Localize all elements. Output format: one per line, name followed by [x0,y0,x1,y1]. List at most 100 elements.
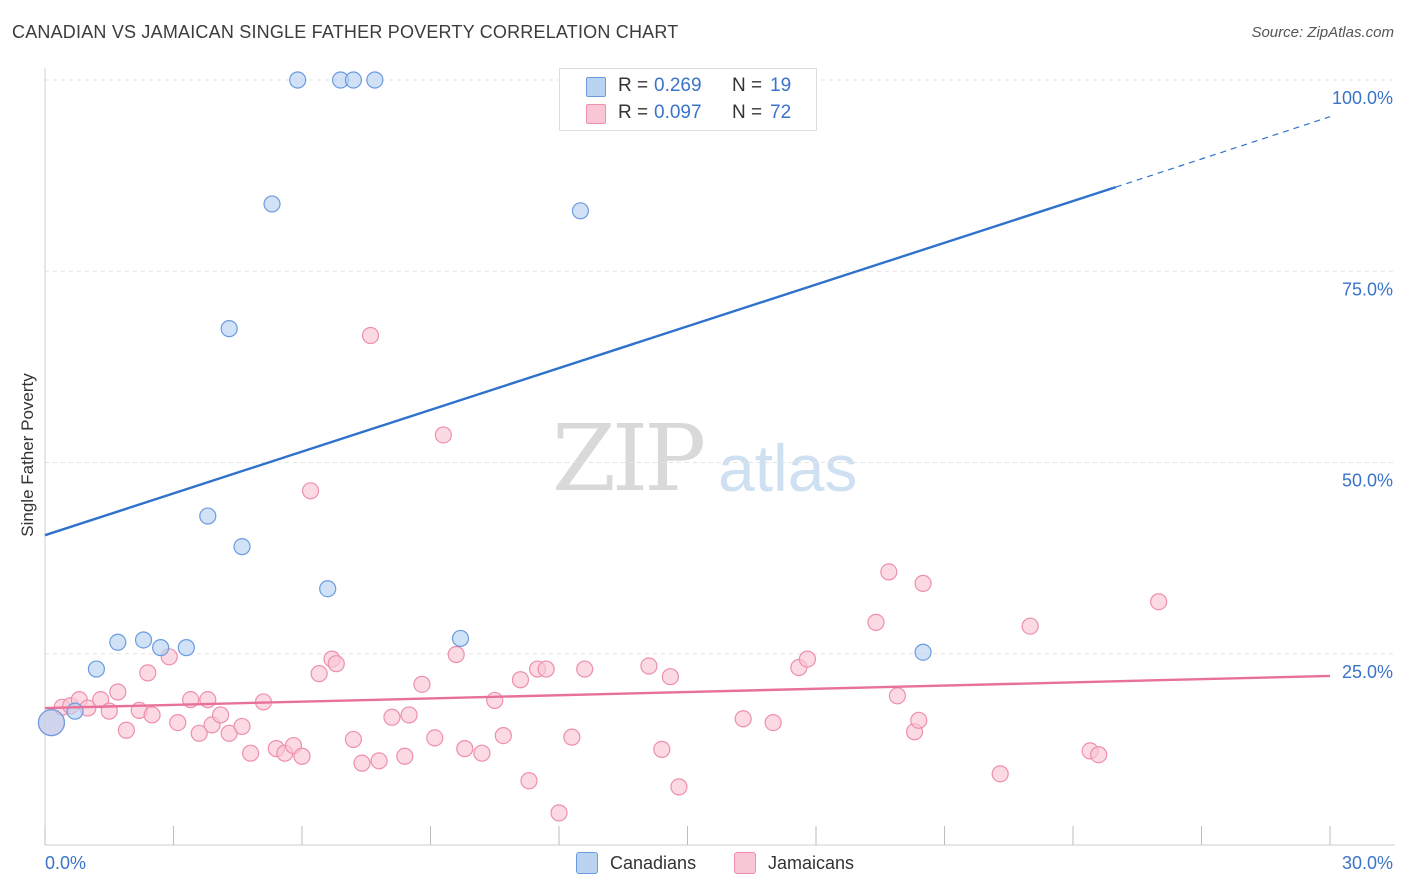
n-value: 72 [770,102,792,123]
jamaicans-swatch [586,104,606,124]
canadian-point [366,71,384,89]
jamaican-point [653,740,671,758]
jamaican-point [242,744,260,762]
canadian-point [152,639,170,657]
jamaican-point [563,728,581,746]
canadian-point [914,643,932,661]
canadian-point [344,71,362,89]
jamaican-point [550,804,568,822]
x-tick-label: 0.0% [45,853,86,873]
jamaican-point [734,710,752,728]
legend-item-canadians[interactable]: Canadians [576,852,696,874]
jamaican-point [456,740,474,758]
y-tick-label: 100.0% [1332,88,1393,108]
n-value: 19 [770,75,792,96]
jamaican-point [139,664,157,682]
canadian-point [37,708,66,737]
jamaican-point [400,706,418,724]
jamaican-trend-line [44,674,1331,710]
jamaican-point [640,657,658,675]
jamaican-point [413,675,431,693]
canadian-point [109,633,127,651]
jamaican-point [910,711,928,729]
jamaican-point [301,482,320,500]
jamaican-point [361,326,380,345]
jamaican-point [764,713,782,732]
canadian-point [87,660,106,678]
jamaican-point [914,574,932,592]
jamaican-point [511,671,530,689]
jamaican-point [486,691,504,710]
jamaican-point [396,747,414,765]
canadian-point [177,639,195,657]
n-label: N = [732,102,763,123]
jamaican-point [383,708,401,726]
canadian-point [134,631,153,649]
jamaican-point [670,778,688,796]
jamaican-point [661,668,679,686]
jamaican-point [880,563,898,581]
legend-label-jamaicans: Jamaicans [768,852,855,873]
jamaican-point [1090,746,1108,764]
jamaican-point [494,727,512,745]
y-axis-title: Single Father Poverty [18,373,37,537]
y-tick-label: 25.0% [1342,662,1393,682]
jamaican-point [473,744,491,762]
canadian-point [263,195,281,213]
r-value: 0.269 [654,75,702,96]
r-value: 0.097 [654,102,702,123]
jamaican-point [212,706,230,724]
jamaicans-swatch [734,852,756,874]
jamaican-point [434,426,452,444]
canadian-trend-line [44,185,1117,537]
canadians-swatch [576,852,598,874]
jamaican-point [520,772,538,790]
x-tick-label: 30.0% [1342,853,1393,873]
jamaican-point [310,665,328,683]
n-label: N = [732,75,763,96]
canadian-point [289,71,307,89]
jamaican-point [117,721,135,739]
legend-label-canadians: Canadians [610,852,697,873]
canadian-point [199,507,217,525]
jamaican-point [991,765,1009,783]
canadian-point [66,702,84,720]
jamaican-point [353,754,371,772]
jamaican-point [169,713,187,732]
canadian-point [319,580,337,598]
jamaican-point [293,747,311,765]
jamaican-point [426,729,444,747]
jamaican-point [576,660,594,678]
r-label: R = [618,102,649,123]
jamaican-point [867,613,885,631]
canadian-point [571,202,590,220]
correlation-legend: R = 0.269 N = 19 R = 0.097 N = 72 [559,68,817,131]
series-legend: Canadians Jamaicans [0,852,1406,878]
y-tick-label: 50.0% [1342,471,1393,491]
legend-item-jamaicans[interactable]: Jamaicans [734,852,854,874]
jamaican-point [888,687,906,705]
canadian-point [220,320,238,338]
jamaican-point [370,752,388,770]
jamaican-point [798,650,817,668]
jamaican-point [233,717,251,736]
watermark-zip: ZIP [552,405,706,512]
jamaican-point [1021,617,1039,635]
watermark-atlas: atlas [718,431,858,505]
jamaican-point [327,655,345,673]
jamaican-point [109,683,127,701]
y-tick-label: 75.0% [1342,279,1393,299]
jamaican-point [190,724,208,742]
chart-title: CANADIAN VS JAMAICAN SINGLE FATHER POVER… [12,22,679,42]
source-label: Source: ZipAtlas.com [1251,24,1394,41]
jamaican-point [344,730,362,749]
jamaican-point [537,660,555,678]
canadian-trend-extension [1115,116,1331,188]
canadian-point [451,629,470,648]
r-label: R = [618,75,649,96]
canadians-swatch [586,77,606,97]
canadian-point [233,538,251,556]
jamaican-point [143,706,161,724]
jamaican-point [1150,593,1168,611]
